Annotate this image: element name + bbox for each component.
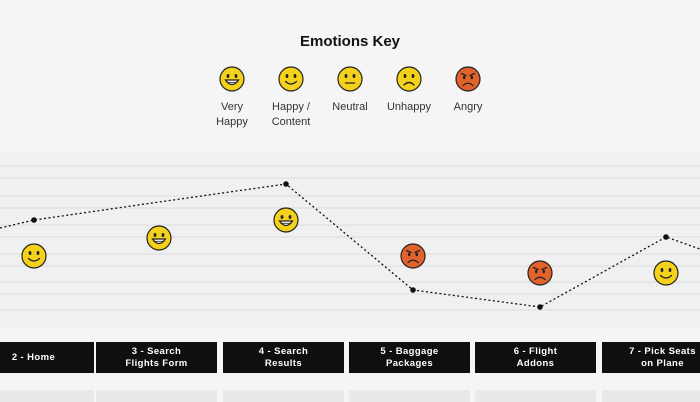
step-search-flights-form: 3 - Search Flights Form xyxy=(96,342,217,373)
very-happy-face-icon xyxy=(219,66,245,92)
angry-face-icon xyxy=(527,260,553,286)
step-baggage-packages: 5 - Baggage Packages xyxy=(349,342,470,373)
happy-face-icon xyxy=(653,260,679,286)
emotion-point xyxy=(283,181,289,187)
key-item-very-happy: Very Happy xyxy=(192,66,272,130)
key-label: Very Happy xyxy=(216,101,248,128)
bottom-cell xyxy=(223,390,344,402)
emotion-point xyxy=(410,287,416,293)
key-label: Unhappy xyxy=(386,101,432,113)
emotion-trend-line xyxy=(0,183,700,308)
very-happy-face-icon xyxy=(273,207,299,233)
emotion-point xyxy=(31,217,37,223)
step-search-results: 4 - Search Results xyxy=(223,342,344,373)
key-item-unhappy: Unhappy xyxy=(369,66,449,115)
emotions-key-title: Emotions Key xyxy=(299,33,401,50)
bottom-cell xyxy=(0,390,94,402)
key-label: Angry xyxy=(453,101,483,113)
happy-face-icon xyxy=(21,243,47,269)
step-pick-seats: 7 - Pick Seats on Plane xyxy=(602,342,700,373)
key-item-happy: Happy / Content xyxy=(251,66,331,130)
happy-face-icon xyxy=(278,66,304,92)
step-flight-addons: 6 - Flight Addons xyxy=(475,342,596,373)
emotion-journey-svg xyxy=(0,165,700,311)
emotion-points xyxy=(31,181,669,310)
key-label: Neutral xyxy=(332,101,368,113)
bottom-cell xyxy=(96,390,217,402)
key-item-neutral: Neutral xyxy=(310,66,390,115)
chart-gridlines xyxy=(0,165,700,311)
key-item-angry: Angry xyxy=(428,66,508,115)
step-home: 2 - Home xyxy=(0,342,94,373)
unhappy-face-icon xyxy=(396,66,422,92)
emotion-point xyxy=(537,304,543,310)
very-happy-face-icon xyxy=(146,225,172,251)
neutral-face-icon xyxy=(337,66,363,92)
emotion-journey-chart xyxy=(0,152,700,328)
angry-face-icon xyxy=(455,66,481,92)
bottom-cell xyxy=(602,390,700,402)
key-label: Happy / Content xyxy=(271,101,311,128)
bottom-cell xyxy=(349,390,470,402)
emotion-point xyxy=(663,234,669,240)
bottom-cell xyxy=(475,390,596,402)
angry-face-icon xyxy=(400,243,426,269)
